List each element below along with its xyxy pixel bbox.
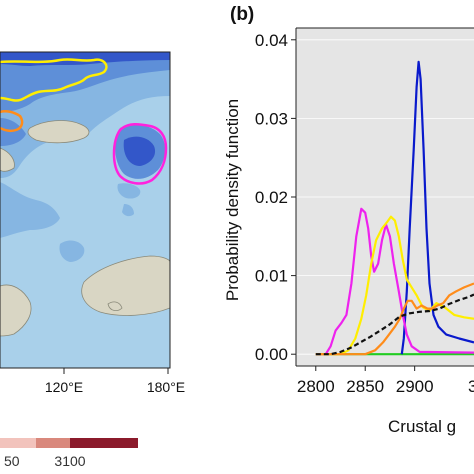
- map-region-mid-5: [122, 204, 134, 217]
- series-line-3: [315, 215, 474, 356]
- map-outline-yellow: [0, 58, 108, 102]
- pdf-panel: (b) 0.000.010.020.030.04 2800 2850 2900 3 …: [223, 4, 474, 436]
- y-tick-label: 0.02: [255, 188, 288, 207]
- colorbar-segment-2: [36, 438, 70, 448]
- y-tick-label: 0.01: [255, 267, 288, 286]
- map-region-deep-3: [0, 118, 26, 146]
- x-tick-label-partial: 3: [468, 377, 474, 396]
- map-region-mid-2: [0, 182, 60, 238]
- x-tick-label: 2900: [396, 377, 434, 396]
- y-tick-label: 0.04: [255, 31, 288, 50]
- colorbar-tick-50: 50: [4, 453, 20, 469]
- colorbar-tick-3100: 3100: [54, 453, 85, 469]
- y-axis-ticks: 0.00 0.01 0.02 0.03 0.04: [255, 31, 296, 364]
- map-outline-magenta: [112, 123, 168, 185]
- map-frame: [0, 51, 171, 369]
- map-land-2: [0, 147, 15, 172]
- plot-series: [315, 60, 474, 356]
- map-tick-label-120: 120°E: [45, 379, 83, 395]
- map-region-deep: [0, 52, 170, 112]
- map-land-1: [27, 120, 90, 144]
- series-line-5: [315, 293, 474, 356]
- map-region-mid-4: [117, 183, 141, 199]
- series-line-4: [315, 282, 474, 356]
- map-outline-orange: [0, 109, 24, 133]
- panel-label: (b): [230, 4, 254, 25]
- y-tick-label: 0.03: [255, 109, 288, 128]
- y-axis-title: Probability density function: [223, 99, 242, 301]
- series-line-1: [400, 60, 474, 355]
- map-land-4: [0, 284, 32, 337]
- map-region-mid-3: [59, 240, 85, 262]
- map-field: [0, 52, 170, 368]
- map-tick-label-180: 180°E: [147, 379, 185, 395]
- x-tick-label: 2800: [297, 377, 335, 396]
- series-line-2: [315, 207, 474, 356]
- x-axis-title: Crustal g: [388, 417, 456, 436]
- x-axis-ticks: 2800 2850 2900: [297, 366, 434, 396]
- map-land-5: [107, 301, 123, 312]
- colorbar-segment-3: [70, 438, 138, 448]
- map-panel: 120°E 180°E 50 3100: [0, 51, 185, 469]
- x-tick-label: 2850: [346, 377, 384, 396]
- y-tick-label: 0.00: [255, 345, 288, 364]
- map-land-3: [81, 255, 170, 316]
- colorbar-segment-1: [0, 438, 36, 448]
- map-region-dark-2: [123, 136, 156, 166]
